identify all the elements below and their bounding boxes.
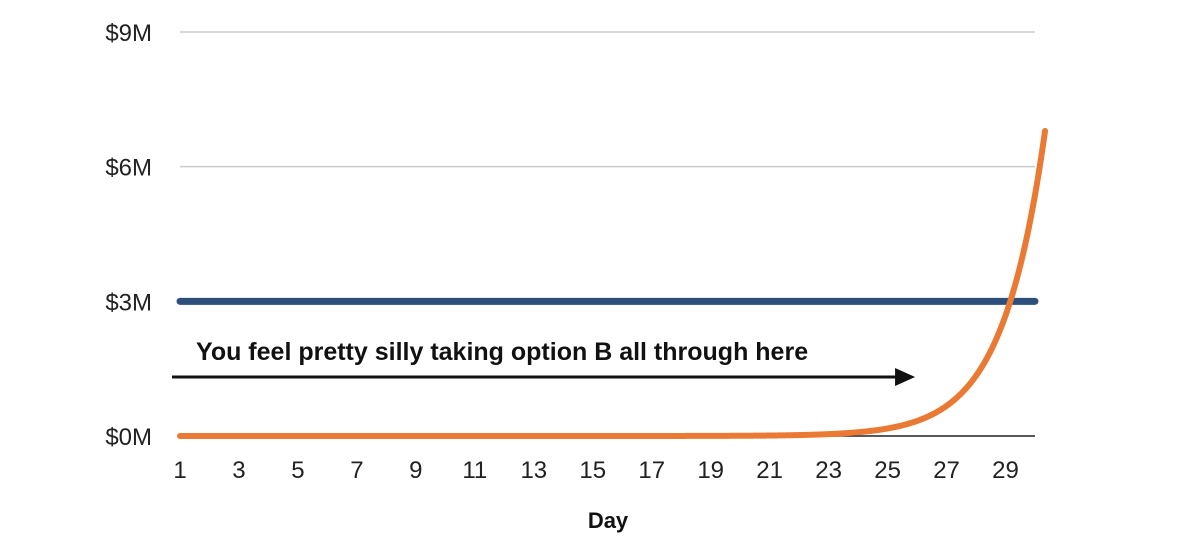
- x-tick-label: 1: [173, 457, 186, 484]
- gridlines: [180, 31, 1035, 303]
- series-line-exponential: [177, 127, 1049, 439]
- x-tick-label: 11: [462, 457, 487, 484]
- x-tick-label: 9: [409, 457, 422, 484]
- x-tick-label: 15: [579, 457, 606, 484]
- x-tick-label: 13: [520, 457, 547, 484]
- x-tick-label: 25: [874, 457, 901, 484]
- x-axis-label: Day: [588, 508, 629, 533]
- annotation-arrowhead: [895, 368, 916, 386]
- series-group: [176, 127, 1049, 439]
- y-tick-label: $0M: [105, 424, 152, 451]
- annotation-text: You feel pretty silly taking option B al…: [196, 338, 808, 366]
- x-tick-label: 7: [350, 457, 363, 484]
- x-tick-label: 19: [697, 457, 724, 484]
- x-tick-label: 27: [933, 457, 960, 484]
- x-tick-labels: 1 3 5 7 9 11 13 15 17 19 21 23 25 27 29: [173, 457, 1019, 484]
- y-tick-label: $6M: [105, 155, 152, 182]
- x-tick-label: 29: [992, 457, 1019, 484]
- x-tick-label: 23: [815, 457, 842, 484]
- x-tick-label: 3: [232, 457, 245, 484]
- y-tick-label: $9M: [105, 20, 152, 47]
- y-tick-label: $3M: [105, 289, 152, 316]
- x-tick-label: 17: [638, 457, 665, 484]
- x-tick-label: 5: [291, 457, 304, 484]
- annotation: You feel pretty silly taking option B al…: [172, 338, 916, 386]
- y-tick-labels: $0M $3M $6M $9M: [105, 20, 152, 451]
- x-tick-label: 21: [756, 457, 783, 484]
